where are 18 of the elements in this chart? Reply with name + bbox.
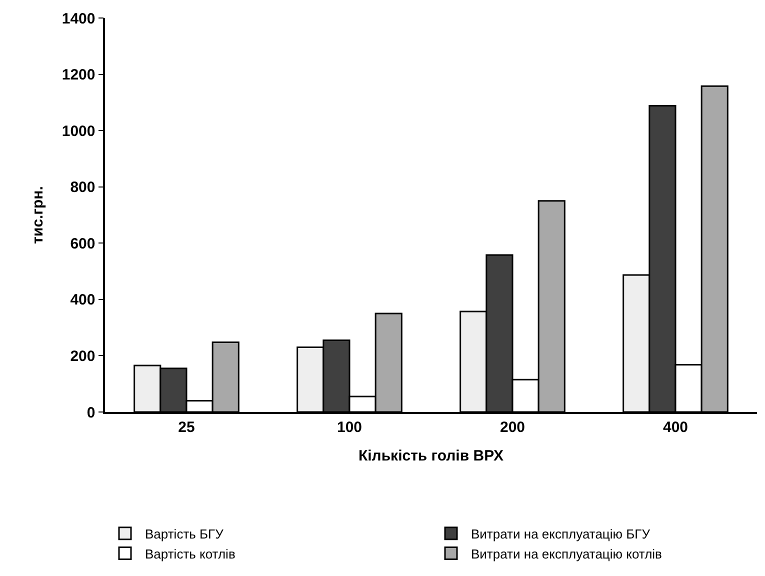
y-tick-label: 1400 [62,10,96,28]
y-tick-label: 1200 [62,66,96,84]
y-tick-label: 1000 [62,122,96,140]
y-tick-label: 0 [86,404,96,422]
legend-label: Витрати на експлуатацію котлів [471,546,662,562]
legend-label: Вартість котлів [145,546,236,562]
y-axis-title: тис.грн. [30,186,47,244]
y-tick-label: 400 [70,292,96,309]
x-tick-label: 400 [662,418,688,436]
x-tick-label: 100 [336,418,362,436]
y-tick-label: 200 [70,348,96,365]
x-tick-label: 200 [500,418,526,436]
y-tick-label: 800 [70,179,96,196]
legend-label: Вартість БГУ [145,526,224,542]
x-tick-label: 25 [178,418,195,436]
y-tick-label: 600 [70,235,96,252]
x-axis-title: Кількість голів ВРХ [358,447,504,464]
legend-label: Витрати на експлуатацію БГУ [471,526,651,542]
